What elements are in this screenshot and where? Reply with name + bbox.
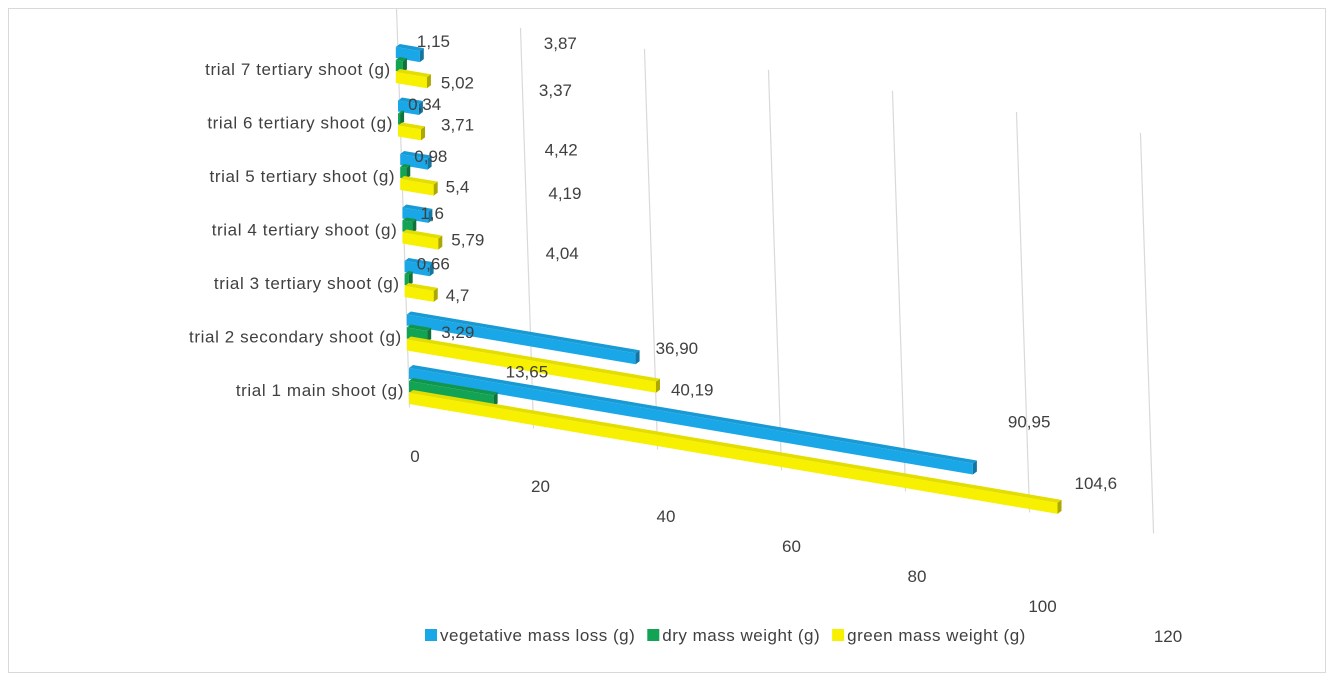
category-label-trial-6-tertiary-shoot-g: trial 6 tertiary shoot (g): [207, 114, 393, 133]
bar-green-mass-weight-g-trial-6-tertiary-shoot-g: [398, 122, 426, 141]
gridline-80: [891, 90, 907, 492]
category-labels: trial 1 main shoot (g) trial 2 secondary …: [189, 60, 404, 400]
data-label-dry-mass-weight-g-trial-4-tertiary-shoot-g: 1,6: [420, 204, 444, 223]
data-label-vegetative-mass-loss-g-trial-2-secondary-shoot-g: 36,90: [656, 339, 699, 358]
data-label-dry-mass-weight-g-trial-1-main-shoot-g: 13,65: [506, 362, 549, 381]
category-label-trial-4-tertiary-shoot-g: trial 4 tertiary shoot (g): [212, 221, 398, 240]
legend-item-vegetative-mass-loss-g: vegetative mass loss (g): [425, 626, 635, 645]
data-label-green-mass-weight-g-trial-6-tertiary-shoot-g: 3,71: [441, 115, 474, 134]
data-label-green-mass-weight-g-trial-5-tertiary-shoot-g: 5,4: [446, 178, 470, 197]
legend: vegetative mass loss (g) dry mass weight …: [425, 626, 1026, 645]
bar-dry-mass-weight-g-trial-7-tertiary-shoot-g: [395, 57, 407, 73]
legend-label: green mass weight (g): [847, 626, 1026, 645]
legend-swatch: [832, 629, 845, 641]
category-label-trial-1-main-shoot-g: trial 1 main shoot (g): [236, 381, 404, 400]
gridline-60: [767, 69, 783, 471]
category-label-trial-2-secondary-shoot-g: trial 2 secondary shoot (g): [189, 328, 402, 347]
x-tick-label: 20: [531, 477, 550, 496]
category-label-trial-5-tertiary-shoot-g: trial 5 tertiary shoot (g): [210, 167, 396, 186]
legend-label: dry mass weight (g): [662, 626, 820, 645]
bar-dry-mass-weight-g-trial-5-tertiary-shoot-g: [400, 164, 411, 180]
data-label-dry-mass-weight-g-trial-3-tertiary-shoot-g: 0,66: [417, 255, 450, 274]
data-label-green-mass-weight-g-trial-1-main-shoot-g: 104,6: [1075, 474, 1118, 493]
category-label-trial-7-tertiary-shoot-g: trial 7 tertiary shoot (g): [205, 60, 391, 79]
legend-item-green-mass-weight-g: green mass weight (g): [832, 626, 1026, 645]
bar-green-mass-weight-g-trial-2-secondary-shoot-g: [406, 336, 660, 393]
bar-vegetative-mass-loss-g-trial-2-secondary-shoot-g: [406, 311, 640, 365]
x-tick-label: 60: [782, 537, 801, 556]
data-label-dry-mass-weight-g-trial-5-tertiary-shoot-g: 0,98: [414, 147, 447, 166]
data-label-vegetative-mass-loss-g-trial-6-tertiary-shoot-g: 3,37: [539, 81, 572, 100]
chart-frame: 0 20 40 60 80 100 120 trial 1 main shoot (g) tr…: [8, 6, 1326, 673]
data-label-vegetative-mass-loss-g-trial-5-tertiary-shoot-g: 4,42: [545, 141, 578, 160]
data-label-dry-mass-weight-g-trial-7-tertiary-shoot-g: 1,15: [417, 32, 450, 51]
x-tick-label: 80: [908, 567, 927, 586]
gridline-120: [1139, 132, 1155, 534]
bar-green-mass-weight-g-trial-5-tertiary-shoot-g: [400, 176, 438, 196]
bar-dry-mass-weight-g-trial-3-tertiary-shoot-g: [404, 271, 413, 286]
bar-green-mass-weight-g-trial-7-tertiary-shoot-g: [395, 69, 431, 89]
bar-green-mass-weight-g-trial-3-tertiary-shoot-g: [404, 283, 438, 302]
data-label-vegetative-mass-loss-g-trial-4-tertiary-shoot-g: 4,19: [548, 184, 581, 203]
bar-dry-mass-weight-g-trial-1-main-shoot-g: [409, 378, 498, 407]
data-label-vegetative-mass-loss-g-trial-3-tertiary-shoot-g: 4,04: [546, 244, 579, 263]
data-labels: 90,95 13,65 104,6 36,90 3,29 40,19 4,04 0,66 4,7…: [408, 32, 1117, 493]
bar-dry-mass-weight-g-trial-4-tertiary-shoot-g: [402, 217, 417, 234]
legend-swatch: [647, 629, 660, 641]
data-label-dry-mass-weight-g-trial-6-tertiary-shoot-g: 0,34: [408, 95, 441, 114]
x-tick-label: 120: [1154, 627, 1182, 646]
legend-label: vegetative mass loss (g): [440, 626, 635, 645]
data-label-green-mass-weight-g-trial-2-secondary-shoot-g: 40,19: [671, 381, 714, 400]
x-axis-ticks: 0 20 40 60 80 100 120: [410, 447, 1182, 646]
category-label-trial-3-tertiary-shoot-g: trial 3 tertiary shoot (g): [214, 274, 400, 293]
data-label-vegetative-mass-loss-g-trial-7-tertiary-shoot-g: 3,87: [544, 34, 577, 53]
gridline-100: [1015, 111, 1031, 513]
x-tick-label: 0: [410, 447, 419, 466]
data-label-green-mass-weight-g-trial-3-tertiary-shoot-g: 4,7: [446, 286, 470, 305]
data-label-green-mass-weight-g-trial-7-tertiary-shoot-g: 5,02: [441, 73, 474, 92]
bar-dry-mass-weight-g-trial-6-tertiary-shoot-g: [398, 110, 405, 125]
legend-item-dry-mass-weight-g: dry mass weight (g): [647, 626, 820, 645]
data-label-green-mass-weight-g-trial-4-tertiary-shoot-g: 5,79: [451, 231, 484, 250]
bar-green-mass-weight-g-trial-1-main-shoot-g: [409, 390, 1062, 514]
x-tick-label: 100: [1028, 597, 1056, 616]
x-tick-label: 40: [657, 507, 676, 526]
bars: [395, 44, 1062, 514]
data-label-dry-mass-weight-g-trial-2-secondary-shoot-g: 3,29: [441, 323, 474, 342]
bar-green-mass-weight-g-trial-4-tertiary-shoot-g: [402, 229, 443, 250]
data-label-vegetative-mass-loss-g-trial-1-main-shoot-g: 90,95: [1008, 412, 1051, 431]
bar-vegetative-mass-loss-g-trial-1-main-shoot-g: [409, 365, 977, 475]
legend-swatch: [425, 629, 437, 641]
